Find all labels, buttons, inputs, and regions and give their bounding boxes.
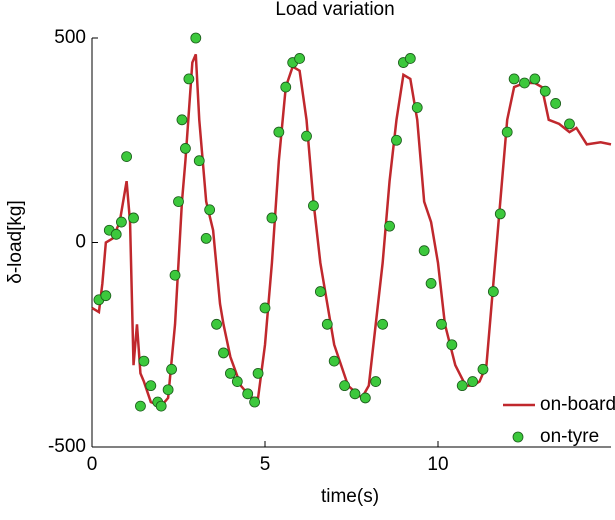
data-point xyxy=(321,318,333,330)
x-tick-label: 0 xyxy=(87,454,98,475)
data-point xyxy=(349,388,361,400)
data-point xyxy=(218,347,229,359)
data-point xyxy=(301,130,312,142)
data-point xyxy=(550,98,562,109)
data-point xyxy=(436,318,447,330)
data-point xyxy=(494,208,506,220)
data-point xyxy=(224,367,236,379)
data-point xyxy=(259,302,271,314)
data-point xyxy=(173,196,184,208)
data-point xyxy=(266,212,278,224)
data-point xyxy=(418,245,430,257)
data-point xyxy=(193,155,205,167)
data-point xyxy=(377,318,389,330)
data-point xyxy=(145,380,157,392)
data-point xyxy=(280,81,292,93)
data-point xyxy=(183,73,195,85)
data-point xyxy=(370,376,382,387)
data-point xyxy=(110,228,122,240)
data-point xyxy=(328,355,340,367)
data-point xyxy=(425,277,437,289)
data-point xyxy=(294,53,306,64)
data-point xyxy=(200,233,212,244)
data-point xyxy=(339,380,350,392)
data-point xyxy=(231,376,243,387)
data-point xyxy=(180,143,191,154)
data-point xyxy=(384,220,395,232)
data-point xyxy=(169,269,181,281)
data-point xyxy=(539,85,551,97)
legend-label: on-board xyxy=(540,394,615,415)
data-line xyxy=(91,53,612,408)
data-point xyxy=(404,53,416,64)
data-point xyxy=(100,290,112,302)
data-point xyxy=(138,355,150,367)
data-point xyxy=(116,216,127,228)
data-point xyxy=(508,73,520,85)
data-point xyxy=(529,73,541,85)
data-point xyxy=(446,339,458,351)
x-tick-label: 10 xyxy=(427,454,448,475)
data-point xyxy=(204,204,216,216)
data-point xyxy=(211,318,222,330)
data-point xyxy=(121,151,132,163)
data-point xyxy=(155,400,167,412)
legend-label: on-tyre xyxy=(540,426,599,447)
data-point xyxy=(391,134,402,146)
data-point xyxy=(162,384,174,396)
x-axis-label: time(s) xyxy=(321,486,379,507)
data-point xyxy=(135,400,146,412)
y-tick-label: 0 xyxy=(75,232,86,253)
data-point xyxy=(487,286,499,297)
y-tick-label: -500 xyxy=(48,436,86,457)
data-point xyxy=(501,126,513,138)
data-point xyxy=(166,363,177,375)
data-point xyxy=(467,376,479,387)
data-point xyxy=(308,200,319,212)
y-axis-label: δ-load[kg] xyxy=(5,200,26,283)
data-point xyxy=(249,396,261,408)
chart-title: Load variation xyxy=(275,0,394,20)
data-point xyxy=(564,118,575,130)
data-point xyxy=(477,363,489,375)
data-point xyxy=(273,126,285,138)
data-point xyxy=(359,392,371,404)
data-point xyxy=(411,102,423,113)
data-point xyxy=(456,380,468,392)
data-point xyxy=(242,388,254,400)
y-tick-label: 500 xyxy=(54,27,86,48)
data-point xyxy=(252,367,264,379)
data-point xyxy=(519,77,530,89)
legend-swatch xyxy=(512,431,524,443)
data-point xyxy=(176,114,188,126)
data-point xyxy=(128,212,139,224)
data-point xyxy=(190,32,202,44)
x-tick-label: 5 xyxy=(260,454,271,475)
data-point xyxy=(314,286,326,297)
